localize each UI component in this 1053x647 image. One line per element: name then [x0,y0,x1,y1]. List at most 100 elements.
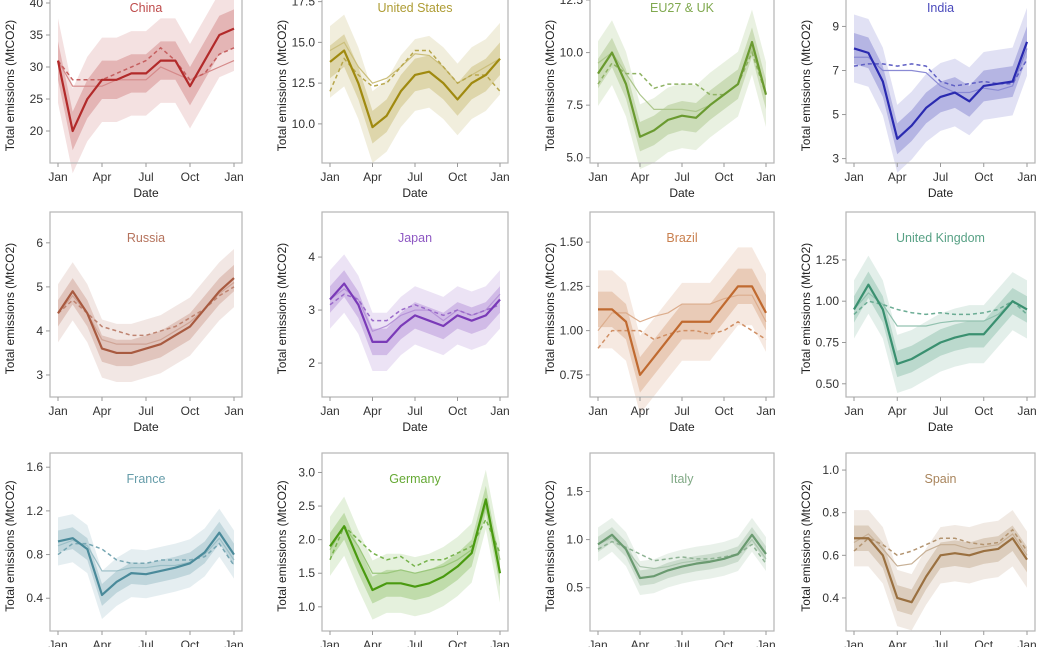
y-tick-label: 1.0 [298,600,315,614]
y-tick-label: 0.4 [26,591,43,605]
solid-series-line [329,498,502,592]
x-axis-label: Date [133,186,159,200]
x-axis-label: Date [402,420,428,434]
y-tick-label: 5.0 [566,151,583,165]
y-tick-label: 4 [36,324,43,338]
x-tick-label: Oct [715,404,734,418]
x-tick-label: Jan [490,404,509,418]
y-tick-label: 2.5 [298,499,315,513]
y-tick-label: 30 [30,60,44,74]
y-tick-label: 25 [30,92,44,106]
y-tick-label: 3 [308,303,315,317]
x-tick-label: Jul [674,170,689,184]
panel-united-kingdom: 0.50 0.75 1.00 1.25 Jan Apr Jul Oct Jan Date Total… [799,211,1037,434]
y-tick-label: 3.0 [298,465,315,479]
y-tick-label: 0.75 [816,335,840,349]
thin-series-line [57,537,235,572]
y-tick-label: 15.0 [292,35,316,49]
x-tick-label: Apr [363,638,382,647]
panel-title: India [927,1,954,15]
y-tick-label: 7.5 [566,98,583,112]
x-axis-label: Date [928,420,954,434]
y-tick-label: 5 [36,280,43,294]
y-axis-label: Total emissions (MtCO2) [543,243,557,374]
x-tick-label: Jan [48,638,67,647]
y-tick-label: 0.6 [822,548,839,562]
y-tick-label: 3 [36,368,43,382]
y-tick-label: 0.75 [560,368,584,382]
thin-series-line [57,60,235,87]
x-tick-label: Oct [974,404,993,418]
x-tick-label: Oct [448,404,467,418]
panel-title: United Kingdom [896,231,985,245]
y-axis-label: Total emissions (MtCO2) [3,20,17,151]
panel-title: Germany [389,472,441,486]
panel-title: United States [377,1,452,15]
x-tick-label: Oct [715,170,734,184]
y-tick-label: 35 [30,28,44,42]
y-tick-label: 1.0 [822,463,839,477]
y-tick-label: 2.0 [298,533,315,547]
solid-series-line [57,531,235,597]
x-tick-label: Oct [181,638,200,647]
panel-title: China [130,1,163,15]
x-axis-label: Date [928,186,954,200]
x-tick-label: Oct [181,404,200,418]
x-tick-label: Apr [93,404,112,418]
y-tick-label: 1.25 [560,279,584,293]
x-tick-label: Jul [407,170,422,184]
y-tick-label: 20 [30,124,44,138]
thin-series-line [853,533,1028,567]
solid-series-line [56,27,235,133]
panel-title: Japan [398,231,432,245]
panel-united-states: 10.0 12.5 15.0 17.5 Jan Apr Jul Oct Jan Date Total… [275,0,510,200]
y-tick-label: 17.5 [292,0,316,9]
inner-uncertainty-band [58,264,234,367]
x-tick-label: Jul [674,404,689,418]
y-axis-label: Total emissions (MtCO2) [3,480,17,611]
x-tick-label: Jul [933,404,948,418]
y-tick-label: 1.5 [298,566,315,580]
x-tick-label: Jan [320,404,339,418]
panel-china: 20 25 30 35 40 Jan Apr Jul Oct Jan Date Total emiss… [3,0,244,200]
x-tick-label: Jan [224,404,243,418]
x-tick-label: Apr [93,638,112,647]
x-tick-label: Oct [974,638,993,647]
inner-uncertainty-band [58,521,234,606]
y-tick-label: 5 [832,108,839,122]
panel-title: France [127,472,166,486]
x-tick-label: Apr [888,404,907,418]
x-tick-label: Jul [933,638,948,647]
x-tick-label: Oct [448,638,467,647]
y-tick-label: 1.00 [560,324,584,338]
inner-uncertainty-band [854,525,1027,616]
x-tick-label: Jan [588,170,607,184]
y-axis-label: Total emissions (MtCO2) [3,243,17,374]
x-tick-label: Jan [756,170,775,184]
solid-series-line [329,49,501,129]
y-axis-label: Total emissions (MtCO2) [543,480,557,611]
solid-series-line [597,40,768,138]
y-axis-label: Total emissions (MtCO2) [543,20,557,151]
thin-series-line [329,288,501,333]
x-tick-label: Jan [224,170,243,184]
x-tick-label: Apr [631,638,650,647]
inner-uncertainty-band [854,26,1027,155]
x-tick-label: Apr [93,170,112,184]
x-tick-label: Jul [407,638,422,647]
panel-russia: 3 4 5 6 Jan Apr Jul Oct Jan Date Total emissions (… [3,211,244,434]
y-tick-label: 0.5 [566,581,583,595]
y-tick-label: 12.5 [560,0,584,7]
x-tick-label: Jan [588,404,607,418]
x-tick-label: Apr [363,404,382,418]
y-tick-label: 1.2 [26,504,43,518]
thin-series-line [597,294,767,331]
y-tick-label: 0.50 [816,377,840,391]
x-tick-label: Oct [448,170,467,184]
y-tick-label: 1.25 [816,253,840,267]
x-tick-label: Apr [888,170,907,184]
solid-series-line [598,285,767,376]
y-axis-label: Total emissions (MtCO2) [275,20,289,151]
